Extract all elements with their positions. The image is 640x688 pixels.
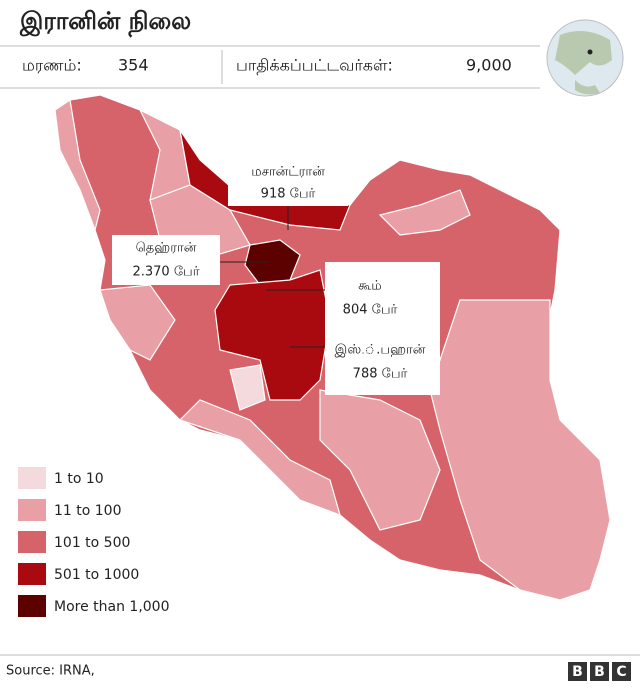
logo-box (590, 662, 609, 681)
annotation-box (325, 262, 440, 395)
annotation-count: 804 பேர் (343, 303, 398, 318)
legend-label: 501 to 1000 (54, 567, 139, 583)
title: இரானின் நிலை (19, 7, 191, 38)
annotation-name: தெஹ்ரான் (136, 241, 197, 256)
province (378, 189, 471, 236)
legend-swatch (18, 563, 46, 585)
province (178, 399, 341, 516)
deaths-label: மரணம்: (22, 56, 82, 75)
annotation-name: கூம் (358, 279, 382, 294)
annotations: மசான்ட்ரான் 918 பேர் தெஹ்ரான் 2.370 பேர்… (112, 160, 440, 395)
annotation-count: 788 பேர் (353, 367, 408, 382)
infected-label: பாதிக்கப்பட்டவர்கள்: (236, 56, 393, 75)
logo-box (568, 662, 587, 681)
logo-letter: B (572, 664, 583, 680)
source: Source: IRNA, (6, 664, 95, 679)
legend-label: 11 to 100 (54, 503, 122, 519)
legend-label: 1 to 10 (54, 471, 104, 487)
logo-letter: C (616, 664, 626, 680)
infected-value: 9,000 (466, 56, 512, 75)
legend-label: More than 1,000 (54, 599, 170, 615)
annotation-count: 918 பேர் (261, 187, 316, 202)
logo-box (612, 662, 631, 681)
province (319, 389, 441, 531)
province (214, 269, 331, 401)
legend-label: 101 to 500 (54, 535, 130, 551)
annotation-count: 2.370 பேர் (132, 265, 199, 280)
province (229, 364, 266, 411)
logo-letter: B (594, 664, 605, 680)
deaths-value: 354 (118, 56, 149, 75)
legend-swatch (18, 499, 46, 521)
legend-swatch (18, 467, 46, 489)
legend-swatch (18, 531, 46, 553)
annotation-box (112, 235, 220, 285)
annotation-name: இஸ்.்.பஹான் (335, 343, 426, 358)
legend-swatch (18, 595, 46, 617)
annotation-box (228, 160, 348, 206)
province (429, 299, 611, 601)
globe (546, 19, 624, 97)
legend: 1 to 10 11 to 100 101 to 500 501 to 1000 Mor… (18, 467, 170, 617)
annotation-name: மசான்ட்ரான் (251, 165, 325, 180)
province (54, 98, 101, 233)
